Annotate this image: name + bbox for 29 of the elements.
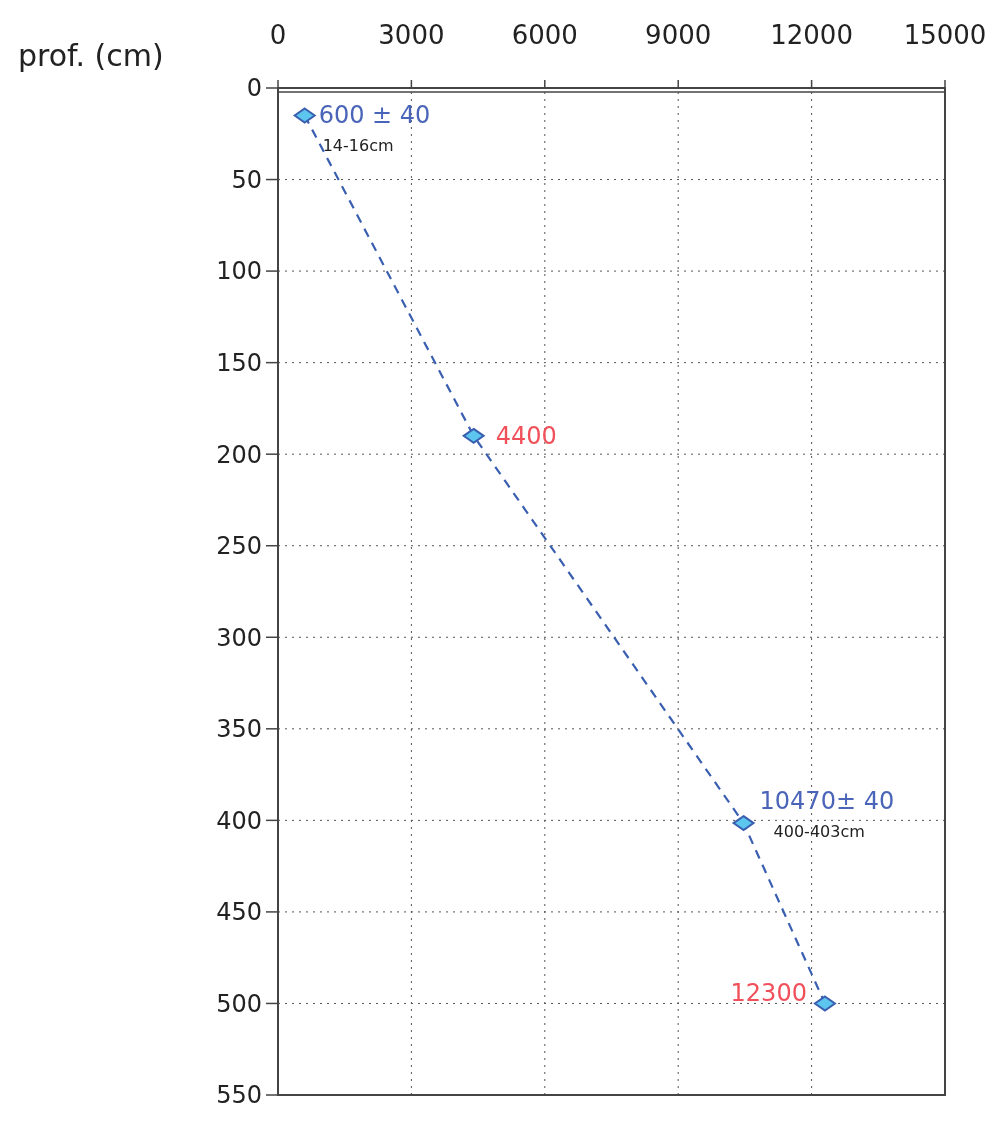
annotation: 10470± 40	[759, 787, 895, 816]
y-tick-label: 150	[216, 349, 262, 378]
annotation: 400-403cm	[773, 822, 865, 842]
annotation: 14-16cm	[322, 136, 394, 156]
x-tick-label: 6000	[511, 20, 578, 50]
x-tick-label: 9000	[645, 20, 712, 50]
x-tick-label: 12000	[770, 20, 853, 50]
y-axis-title: prof. (cm)	[18, 38, 164, 73]
x-tick-label: 15000	[903, 20, 987, 50]
y-tick-label: 0	[246, 74, 262, 103]
annotation: 12300	[730, 979, 807, 1008]
y-tick-label: 350	[216, 715, 262, 744]
y-tick-label: 400	[216, 806, 262, 835]
point	[293, 107, 316, 124]
y-tick-label: 300	[216, 623, 262, 652]
y-tick-label: 250	[216, 532, 262, 561]
point	[462, 427, 485, 444]
point	[732, 815, 755, 832]
y-tick-label: 100	[216, 257, 262, 286]
y-tick-label: 50	[231, 165, 262, 194]
y-tick-label: 500	[216, 989, 262, 1018]
annotation: 600 ± 40	[318, 101, 431, 130]
point	[813, 995, 836, 1012]
y-tick-label: 550	[216, 1081, 262, 1110]
x-tick-label: 0	[269, 20, 287, 50]
annotation: 4400	[495, 421, 557, 450]
x-tick-label: 3000	[378, 20, 445, 50]
y-tick-label: 200	[216, 440, 262, 469]
y-tick-label: 450	[216, 898, 262, 927]
